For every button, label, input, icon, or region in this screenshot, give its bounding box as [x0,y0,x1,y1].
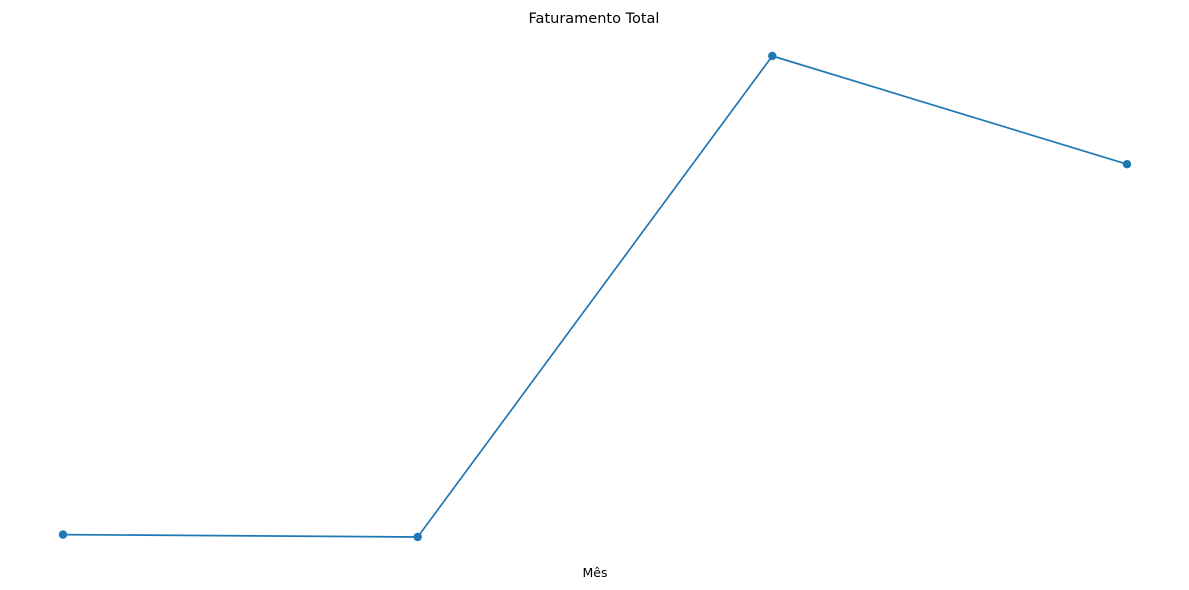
data-point [768,51,777,61]
plot-area [58,51,1132,542]
x-axis-label: Mês [583,565,608,580]
data-point [58,530,68,539]
series-line [62,55,1128,538]
data-point [413,532,422,542]
chart-title: Faturamento Total [529,11,660,27]
data-point [1122,160,1132,169]
